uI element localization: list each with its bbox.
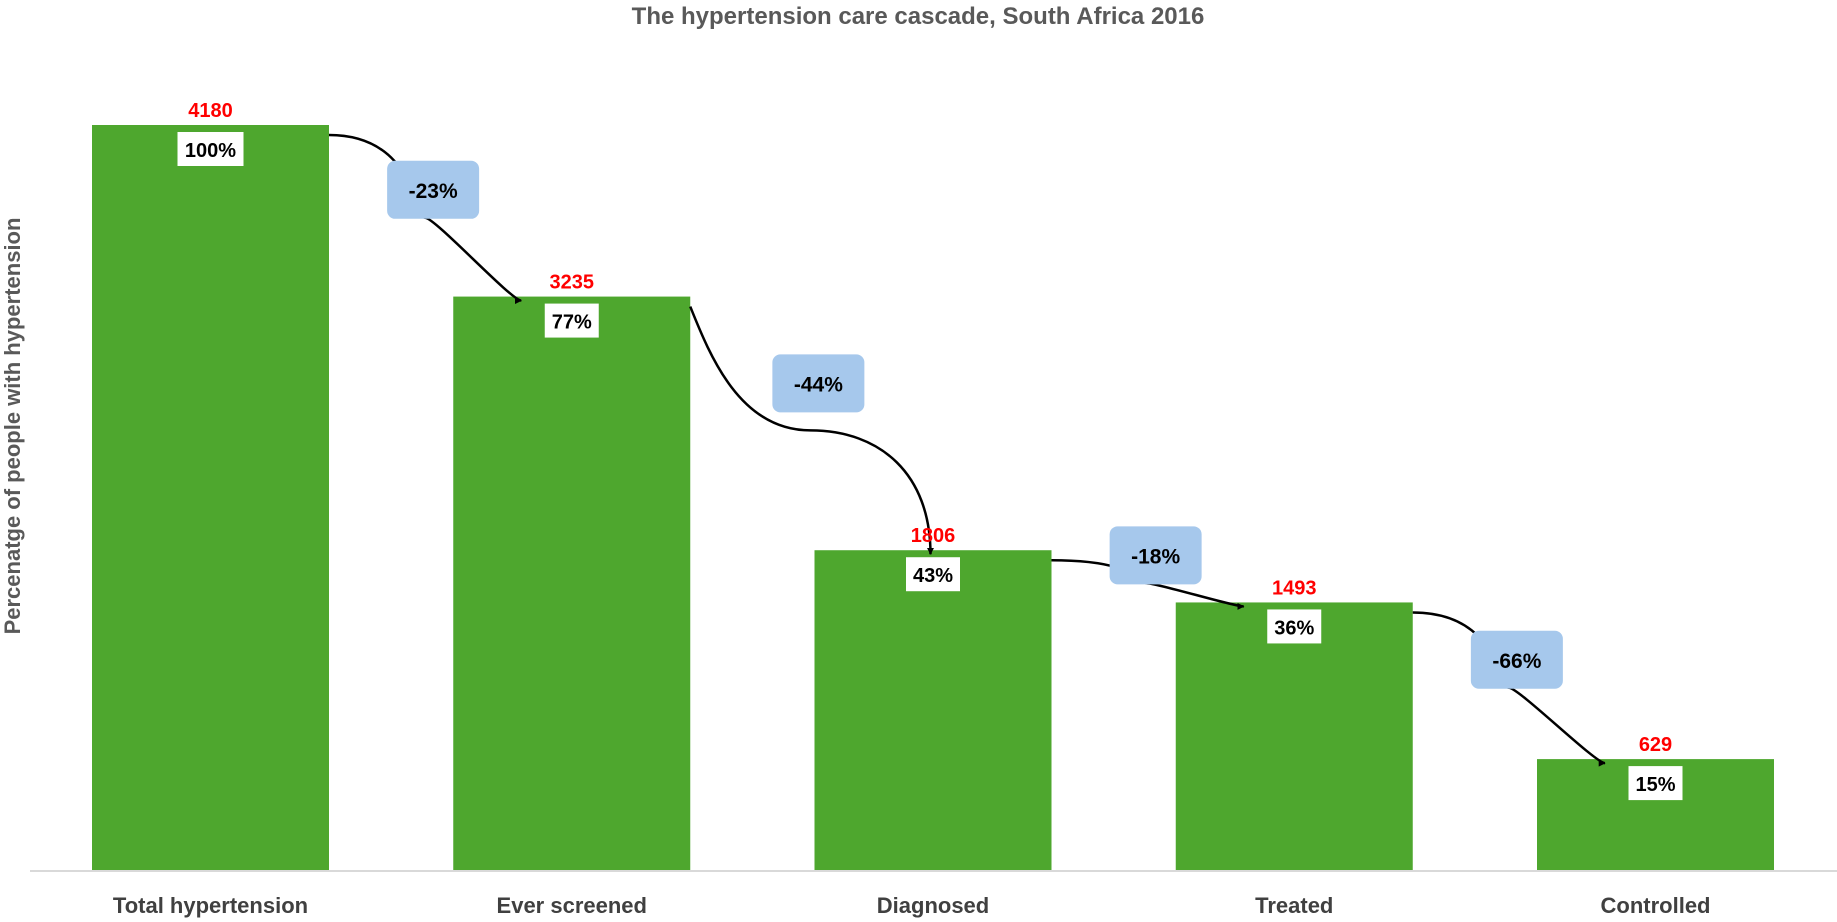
percent-label-box-2 [544,303,599,338]
category-label-2: Ever screened [497,893,647,918]
percent-label-box-5 [1628,766,1683,801]
bar-3 [814,550,1052,871]
bar-1 [92,125,329,871]
percent-label-4: 36% [1274,617,1314,639]
count-label-5: 629 [1639,734,1672,756]
count-label-1: 4180 [188,100,233,122]
count-label-3: 1806 [911,525,956,547]
y-axis-label: Percenatge of people with hypertension [0,218,25,635]
step-change-badge-1 [387,160,480,219]
bars-group [92,125,1774,872]
category-label-4: Treated [1255,893,1333,918]
step-change-badge-2 [772,354,865,413]
step-change-label-2: -44% [794,373,843,396]
labels-group: Total hypertension Ever screened Diagnosed… [113,100,1711,918]
step-change-label-3: -18% [1131,545,1180,568]
percent-label-box-4 [1267,609,1322,644]
percent-label-5: 15% [1635,774,1675,796]
step-change-badge-4 [1470,630,1563,689]
bar-2 [453,296,691,872]
count-label-2: 3235 [550,272,595,294]
percent-label-3: 43% [913,565,953,587]
percent-label-box-3 [906,557,960,592]
step-change-badge-3 [1109,526,1202,585]
category-label-5: Controlled [1601,893,1711,918]
percent-label-1: 100% [185,140,236,162]
count-label-4: 1493 [1272,577,1317,599]
percent-label-box-1 [177,132,244,166]
percent-label-2: 77% [552,312,592,334]
category-label-3: Diagnosed [877,893,989,918]
bar-4 [1175,602,1413,871]
chart-title: The hypertension care cascade, South Afr… [632,3,1205,30]
step-change-label-4: -66% [1492,650,1541,673]
category-label-1: Total hypertension [113,893,308,918]
connector-arrow-2 [689,306,934,555]
step-change-label-1: -23% [409,180,458,203]
